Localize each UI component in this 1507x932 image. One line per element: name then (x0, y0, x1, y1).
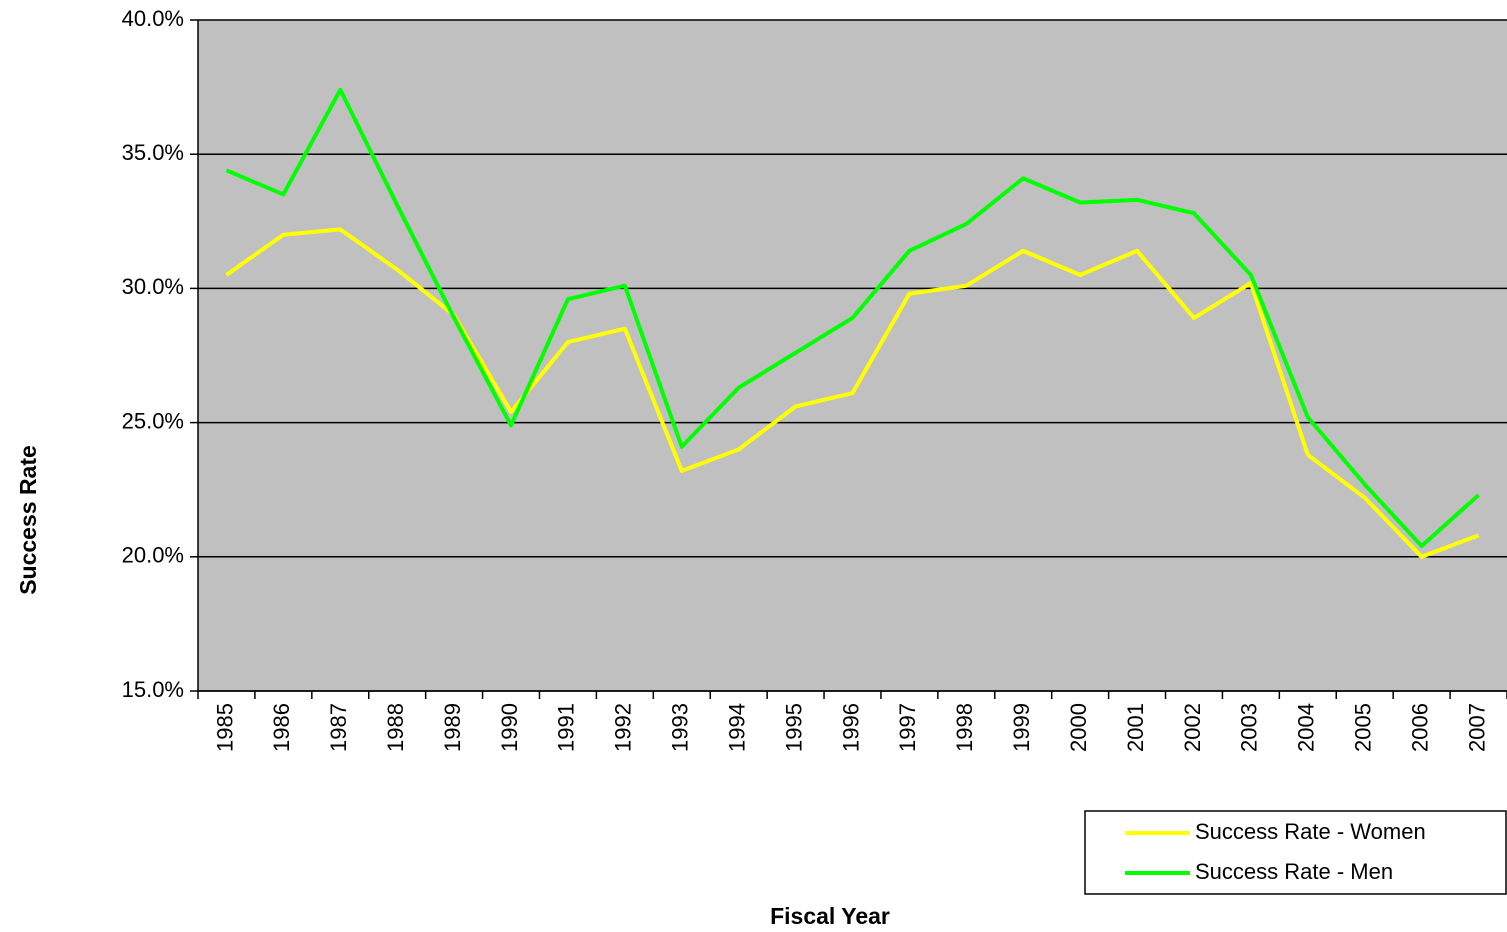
y-tick-label: 30.0% (122, 274, 184, 299)
y-tick-label: 25.0% (122, 408, 184, 433)
x-tick-label: 2002 (1180, 703, 1205, 752)
x-tick-label: 1988 (383, 703, 408, 752)
x-tick-label: 2006 (1407, 703, 1432, 752)
x-tick-label: 1996 (838, 703, 863, 752)
legend-label: Success Rate - Women (1195, 819, 1426, 844)
x-tick-label: 1999 (1009, 703, 1034, 752)
x-tick-label: 2005 (1351, 703, 1376, 752)
legend-label: Success Rate - Men (1195, 859, 1393, 884)
y-tick-label: 35.0% (122, 140, 184, 165)
series-line (225, 227, 1480, 559)
x-tick-label: 1993 (668, 703, 693, 752)
x-tick-label: 1986 (269, 703, 294, 752)
x-tick-label: 1990 (497, 703, 522, 752)
x-tick-label: 1987 (326, 703, 351, 752)
x-tick-label: 2007 (1464, 703, 1489, 752)
plot-area (198, 20, 1507, 691)
x-tick-label: 1995 (781, 703, 806, 752)
x-tick-label: 1994 (724, 703, 749, 752)
y-tick-label: 15.0% (122, 677, 184, 702)
x-tick-label: 1998 (952, 703, 977, 752)
x-tick-label: 1989 (440, 703, 465, 752)
x-tick-label: 2003 (1237, 703, 1262, 752)
series-line (225, 87, 1480, 549)
x-tick-label: 1991 (554, 703, 579, 752)
x-tick-label: 2004 (1294, 703, 1319, 752)
x-tick-label: 1985 (212, 703, 237, 752)
y-axis-title: Success Rate (15, 445, 41, 595)
x-tick-label: 2001 (1123, 703, 1148, 752)
x-tick-label: 2000 (1066, 703, 1091, 752)
x-axis-title: Fiscal Year (770, 903, 890, 929)
y-tick-label: 20.0% (122, 543, 184, 568)
legend-box (1084, 810, 1507, 895)
x-tick-label: 1997 (895, 703, 920, 752)
x-tick-label: 1992 (611, 703, 636, 752)
y-tick-label: 40.0% (122, 6, 184, 31)
